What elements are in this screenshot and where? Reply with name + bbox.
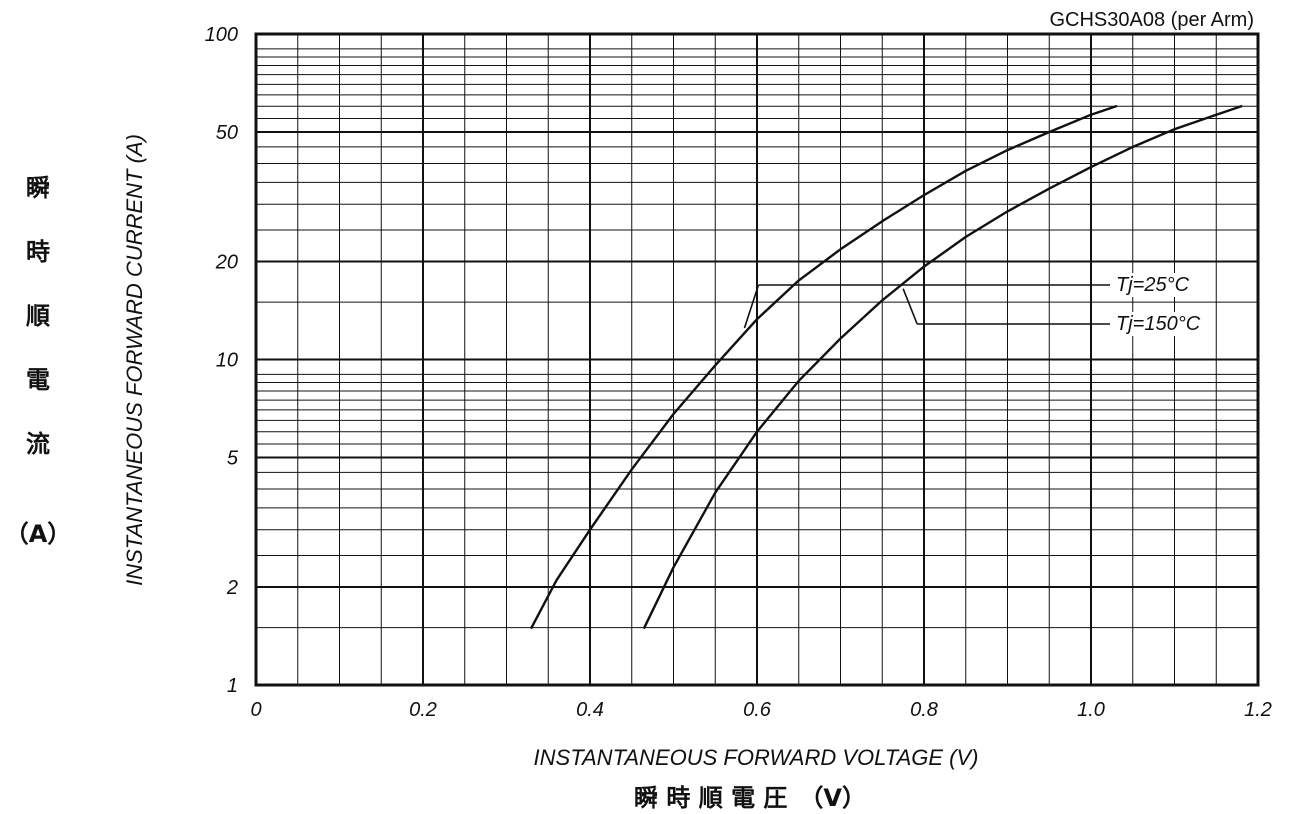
y-tick-label: 20 [215,252,238,274]
y-axis-label-jp-5: 流 [26,430,50,458]
x-tick-label: 0 [250,699,261,721]
y-tick-label: 100 [205,24,238,46]
legend-leader-line [743,284,760,329]
legend-label-backdrop [1112,312,1214,336]
grid-lines [256,34,1258,685]
x-axis-label: INSTANTANEOUS FORWARD VOLTAGE (V) [534,745,979,770]
series-line-2 [643,105,1243,629]
y-tick-label: 5 [227,447,239,469]
legend-leader-line [902,288,918,325]
legend-label: Tj=150°C [1116,313,1201,335]
y-tick-label: 2 [226,577,238,599]
y-axis-label-jp-1: 瞬 [26,174,50,202]
x-axis-label-jp: 瞬 時 順 電 圧 （V） [634,784,866,812]
y-tick-label: 1 [227,675,238,697]
x-tick-label: 0.4 [576,699,604,721]
y-tick-label: 10 [216,350,238,372]
y-axis-label-jp-unit: （A） [5,520,72,548]
tick-labels: 0 0.2 0.4 0.6 0.8 1.0 1.2 1 2 5 10 20 50 100 [205,24,1272,721]
x-tick-label: 0.2 [409,699,437,721]
legend-label: Tj=25°C [1116,274,1190,296]
legend-label-backdrop [1112,273,1214,297]
plot-frame [254,32,1260,687]
title-backdrop [984,4,1258,31]
y-axis-label-jp-3: 順 [26,302,51,330]
x-tick-label: 1.0 [1077,699,1105,721]
legend-annotations: Tj=25°C Tj=150°C [743,273,1214,336]
y-axis-label-jp-4: 電 [26,366,50,394]
y-axis-label: INSTANTANEOUS FORWARD CURRENT (A) [122,134,147,586]
chart-title: GCHS30A08 (per Arm) [1049,9,1254,31]
y-axis-label-jp-2: 時 [26,238,50,266]
x-tick-label: 1.2 [1244,699,1272,721]
series-line-1 [530,105,1118,629]
x-tick-label: 0.6 [743,699,772,721]
y-tick-label: 50 [216,122,238,144]
x-tick-label: 0.8 [910,699,938,721]
series-layer [530,105,1243,629]
